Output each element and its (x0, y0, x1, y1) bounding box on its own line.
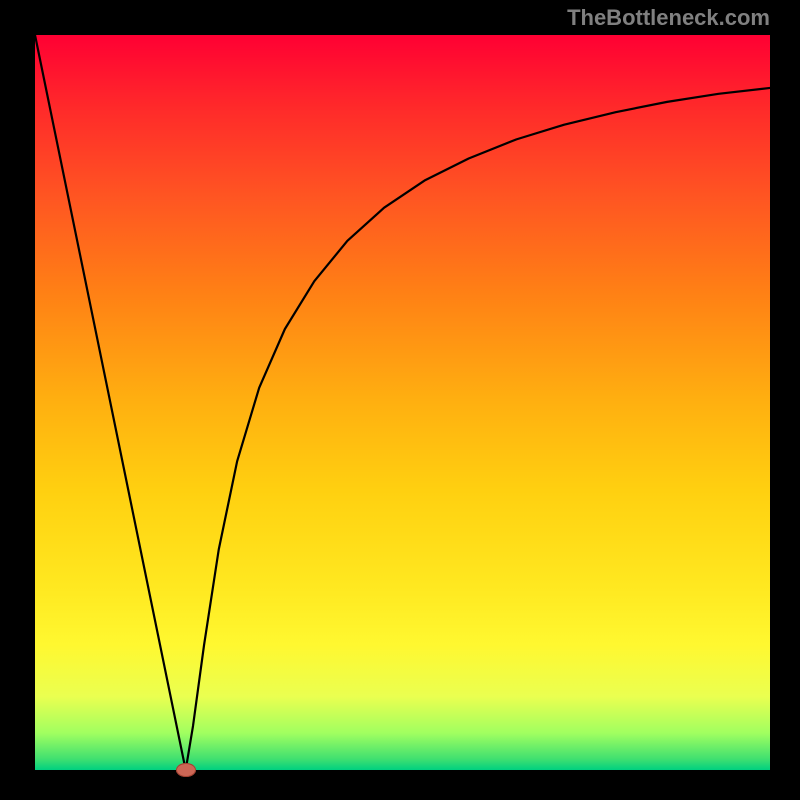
chart-frame: TheBottleneck.com (0, 0, 800, 800)
bottleneck-curve (0, 0, 800, 800)
minimum-marker (176, 763, 196, 777)
curve-path (35, 35, 770, 770)
